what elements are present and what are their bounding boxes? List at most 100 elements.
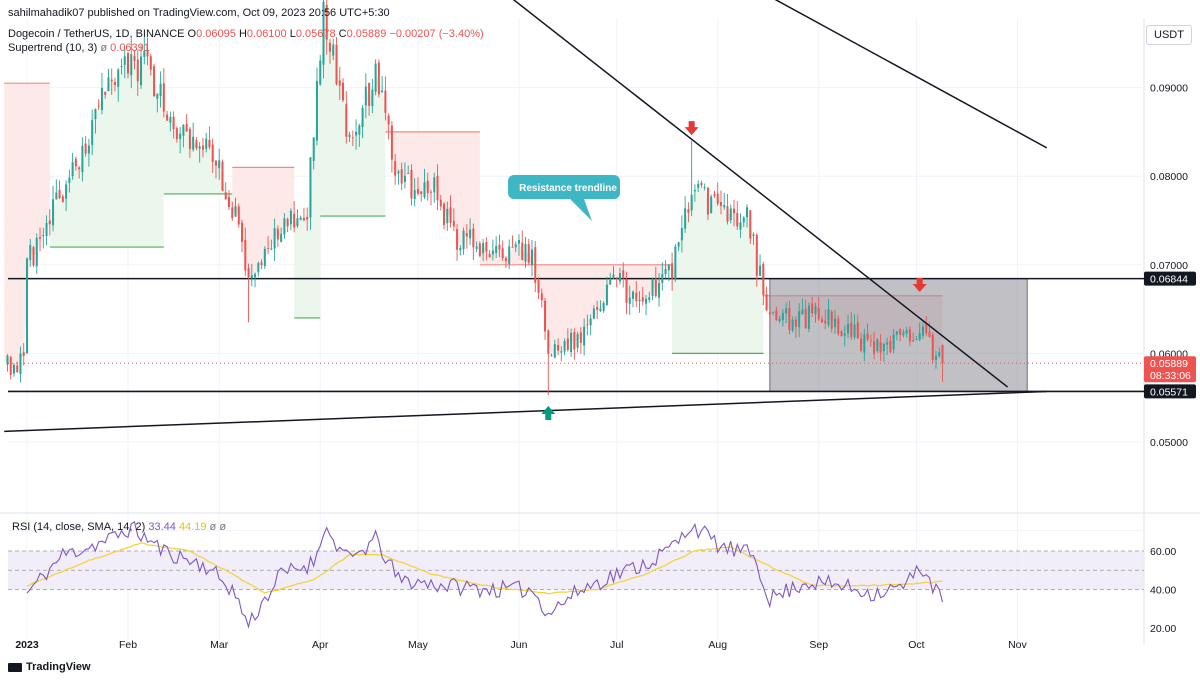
candle-body: [280, 233, 283, 242]
candle-body: [188, 128, 191, 150]
candle-body: [319, 60, 322, 85]
candle-body: [508, 246, 511, 264]
candle-body: [276, 228, 279, 240]
candle-body: [113, 82, 116, 86]
candle-body: [517, 240, 520, 244]
supertrend-layer: [4, 22, 943, 370]
supertrend-fill: [49, 53, 164, 248]
candle-body: [762, 264, 765, 296]
candle-body: [785, 308, 788, 314]
candle-body: [420, 191, 423, 195]
candle-body: [495, 245, 498, 253]
candle-body: [586, 324, 589, 326]
candle-body: [423, 182, 426, 198]
candle-body: [407, 173, 410, 175]
candle-body: [25, 258, 29, 354]
consolidation-range-box: [769, 278, 1028, 392]
resistance-callout: Resistance trendline: [508, 175, 620, 221]
candle-body: [35, 237, 38, 267]
candle-body: [312, 137, 315, 161]
open-value: 0.06095: [196, 28, 236, 40]
candle-body: [306, 216, 309, 220]
tradingview-logo[interactable]: TradingView: [8, 661, 91, 673]
candle-body: [12, 364, 15, 374]
candle-body: [889, 340, 892, 352]
supertrend-label[interactable]: Supertrend (10, 3): [8, 42, 98, 54]
candle-body: [9, 357, 12, 375]
candle-body: [413, 190, 416, 200]
candle-body: [625, 279, 628, 303]
open-label: O: [187, 28, 197, 40]
candle-body: [149, 56, 152, 70]
candle-body: [78, 167, 81, 170]
candle-body: [658, 283, 661, 298]
candle-body: [840, 331, 843, 337]
candle-body: [547, 330, 550, 354]
price-label-badge: [1144, 356, 1196, 383]
candle-body: [918, 333, 921, 340]
trendline-resistance: [512, 0, 1009, 388]
candle-body: [449, 207, 452, 223]
candle-body: [596, 307, 599, 310]
supertrend-symbol: ø: [100, 42, 108, 54]
candle-body: [16, 365, 19, 373]
candle-body: [788, 307, 791, 331]
candle-body: [755, 234, 758, 276]
candle-body: [537, 280, 540, 293]
candle-body: [905, 330, 908, 334]
supertrend-legend: Supertrend (10, 3) ø 0.06391: [8, 42, 150, 54]
candle-body: [798, 311, 801, 328]
candle-body: [377, 62, 380, 95]
candle-body: [205, 138, 208, 149]
candle-body: [563, 340, 566, 352]
date-tick-label: Mar: [210, 639, 229, 651]
candle-body: [514, 244, 517, 248]
candle-body: [830, 311, 833, 329]
candle-body: [690, 194, 693, 211]
candle-body: [384, 90, 387, 113]
candle-body: [94, 108, 97, 120]
rsi-label[interactable]: RSI (14, close, SMA, 14, 2): [12, 521, 146, 533]
candle-body: [873, 341, 876, 354]
candle-body: [886, 342, 889, 345]
price-countdown-text: 08:33:06: [1150, 370, 1191, 382]
supertrend-fill: [163, 97, 233, 213]
candle-body: [403, 175, 406, 182]
candle-body: [912, 340, 915, 342]
rsi-sma-line: [26, 542, 943, 595]
candle-body: [185, 124, 188, 132]
candle-body: [882, 343, 885, 352]
candle-body: [811, 303, 814, 314]
candle-body: [801, 309, 804, 314]
candle-body: [667, 264, 670, 271]
candle-body: [179, 133, 182, 139]
candle-body: [45, 222, 48, 237]
candle-body: [511, 247, 514, 248]
candle-body: [570, 332, 573, 352]
candle-body: [126, 53, 130, 74]
candle-body: [250, 275, 253, 279]
candle-body: [553, 344, 556, 358]
candle-body: [804, 308, 807, 329]
candle-body: [729, 208, 732, 221]
candle-body: [710, 196, 713, 214]
candle-body: [234, 206, 237, 217]
candle-body: [397, 171, 400, 174]
symbol-legend: Dogecoin / TetherUS, 1D, BINANCE O0.0609…: [8, 28, 484, 40]
high-label: H: [238, 28, 247, 40]
quote-currency-badge[interactable]: USDT: [1146, 25, 1192, 45]
change-value: −0.00207 (−3.40%): [389, 28, 484, 40]
candle-body: [674, 246, 677, 279]
candle-body: [938, 352, 941, 357]
price-label-text: 0.05889: [1150, 358, 1188, 370]
candle-body: [273, 228, 276, 249]
callout-bubble: [508, 175, 620, 221]
candle-body: [635, 292, 638, 302]
date-tick-label: 2023: [15, 639, 39, 651]
symbol-name[interactable]: Dogecoin / TetherUS, 1D, BINANCE: [8, 28, 185, 40]
close-label: C: [338, 28, 347, 40]
candle-body: [491, 250, 494, 255]
candle-body: [224, 192, 227, 200]
